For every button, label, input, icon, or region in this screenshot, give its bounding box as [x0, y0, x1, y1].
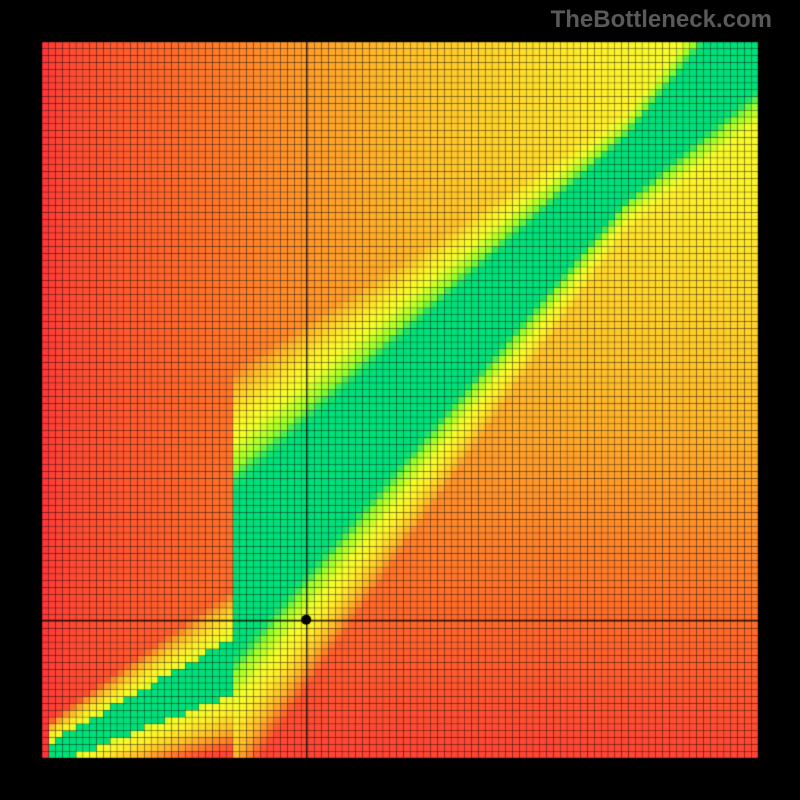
bottleneck-heatmap [0, 0, 800, 800]
watermark-text: TheBottleneck.com [551, 6, 772, 34]
chart-container: { "image": { "width": 800, "height": 800… [0, 0, 800, 800]
